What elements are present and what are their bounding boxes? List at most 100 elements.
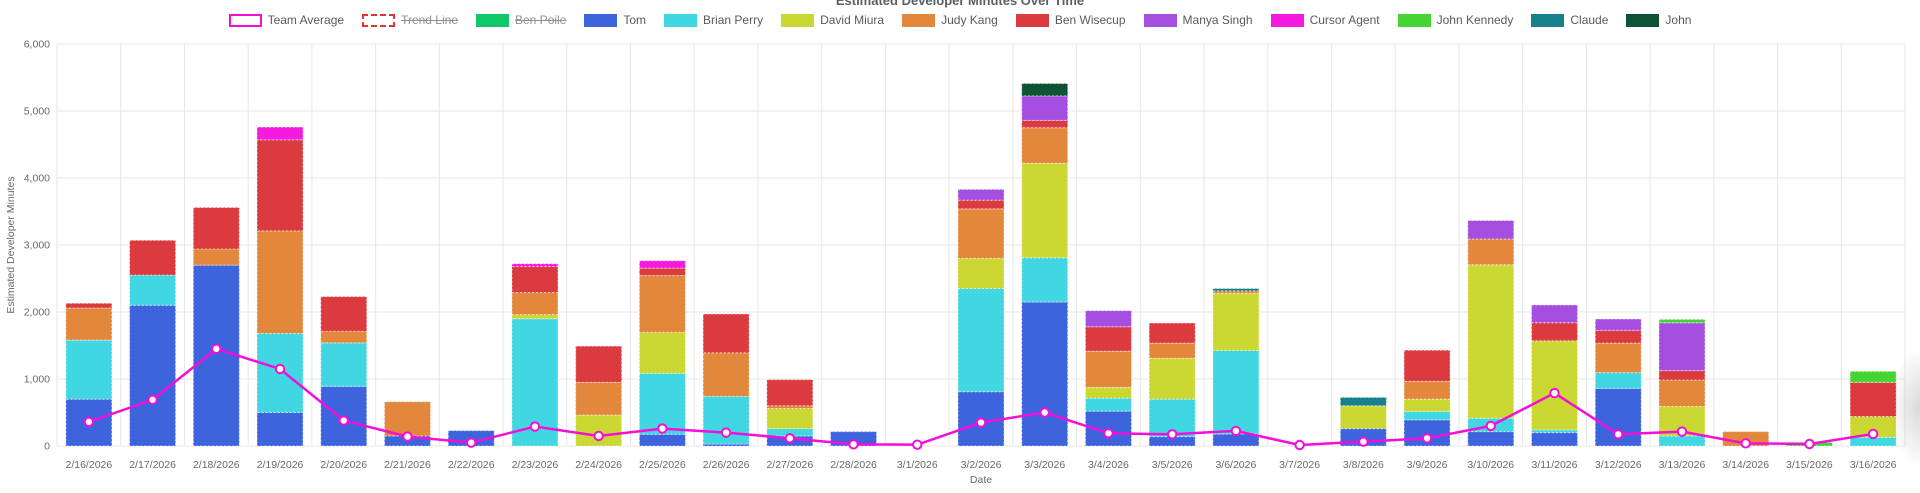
bar-segment-david-miura[interactable] bbox=[1531, 340, 1579, 431]
team-average-point[interactable] bbox=[1039, 407, 1050, 418]
bar-segment-tom[interactable] bbox=[638, 433, 686, 447]
bar-segment-judy-kang[interactable] bbox=[957, 208, 1005, 259]
bar-segment-david-miura[interactable] bbox=[1403, 398, 1451, 412]
bar-segment-ben-wisecup[interactable] bbox=[320, 296, 368, 332]
bar-segment-judy-kang[interactable] bbox=[1212, 290, 1260, 294]
bar-segment-judy-kang[interactable] bbox=[1658, 379, 1706, 407]
team-average-point[interactable] bbox=[1103, 428, 1114, 439]
bar-segment-cursor-agent[interactable] bbox=[511, 263, 559, 267]
bar-segment-tom[interactable] bbox=[702, 443, 750, 447]
team-average-point[interactable] bbox=[848, 439, 859, 450]
bar-segment-david-miura[interactable] bbox=[766, 407, 814, 430]
team-average-point[interactable] bbox=[1358, 436, 1369, 447]
bar-segment-ben-wisecup[interactable] bbox=[1658, 370, 1706, 381]
bar-segment-judy-kang[interactable] bbox=[65, 307, 113, 341]
bar-segment-tom[interactable] bbox=[1467, 431, 1515, 447]
bar-segment-ben-wisecup[interactable] bbox=[256, 139, 304, 232]
legend-item-claude[interactable]: Claude bbox=[1531, 13, 1608, 27]
team-average-point[interactable] bbox=[211, 343, 222, 355]
bar-segment-judy-kang[interactable] bbox=[1594, 342, 1642, 374]
legend-item-john-kennedy[interactable]: John Kennedy bbox=[1397, 13, 1513, 27]
bar-segment-judy-kang[interactable] bbox=[766, 405, 814, 409]
legend-item-judy-kang[interactable]: Judy Kang bbox=[902, 13, 998, 27]
bar-segment-john[interactable] bbox=[1021, 83, 1069, 97]
bar-segment-ben-wisecup[interactable] bbox=[1849, 381, 1897, 418]
bar-segment-ben-wisecup[interactable] bbox=[511, 265, 559, 294]
bar-segment-tom[interactable] bbox=[1021, 301, 1069, 447]
bar-segment-tom[interactable] bbox=[192, 264, 240, 447]
team-average-point[interactable] bbox=[466, 437, 477, 448]
bar-segment-claude[interactable] bbox=[1212, 288, 1260, 292]
bar-segment-brian-perry[interactable] bbox=[65, 339, 113, 400]
bar-segment-tom[interactable] bbox=[1531, 432, 1579, 447]
team-average-point[interactable] bbox=[593, 430, 604, 442]
team-average-point[interactable] bbox=[1613, 429, 1624, 440]
bar-segment-ben-wisecup[interactable] bbox=[957, 199, 1005, 210]
bar-segment-ben-wisecup[interactable] bbox=[65, 302, 113, 309]
bar-segment-manya-singh[interactable] bbox=[1658, 322, 1706, 372]
team-average-point[interactable] bbox=[1485, 420, 1496, 432]
bar-segment-judy-kang[interactable] bbox=[192, 248, 240, 266]
bar-segment-judy-kang[interactable] bbox=[256, 230, 304, 334]
bar-segment-ben-wisecup[interactable] bbox=[192, 206, 240, 250]
bar-segment-ben-wisecup[interactable] bbox=[1021, 119, 1069, 129]
team-average-point[interactable] bbox=[1549, 387, 1560, 399]
bar-segment-judy-kang[interactable] bbox=[638, 274, 686, 333]
legend-item-manya-singh[interactable]: Manya Singh bbox=[1143, 13, 1253, 27]
bar-segment-brian-perry[interactable] bbox=[1849, 436, 1897, 447]
team-average-point[interactable] bbox=[1867, 428, 1879, 440]
bar-segment-tom[interactable] bbox=[1148, 436, 1196, 447]
team-average-point[interactable] bbox=[1804, 438, 1815, 450]
bar-segment-manya-singh[interactable] bbox=[957, 188, 1005, 201]
bar-segment-judy-kang[interactable] bbox=[511, 292, 559, 316]
bar-segment-tom[interactable] bbox=[129, 304, 177, 447]
team-average-point[interactable] bbox=[338, 415, 349, 426]
bar-segment-judy-kang[interactable] bbox=[575, 381, 623, 416]
bar-segment-judy-kang[interactable] bbox=[320, 330, 368, 344]
bar-segment-david-miura[interactable] bbox=[1467, 264, 1515, 419]
team-average-point[interactable] bbox=[1166, 429, 1178, 440]
bar-segment-david-miura[interactable] bbox=[1021, 162, 1069, 259]
legend-item-brian-perry[interactable]: Brian Perry bbox=[664, 13, 763, 27]
bar-segment-tom[interactable] bbox=[256, 412, 304, 447]
bar-segment-cursor-agent[interactable] bbox=[256, 126, 304, 141]
bar-segment-judy-kang[interactable] bbox=[1467, 238, 1515, 266]
bar-segment-brian-perry[interactable] bbox=[1021, 257, 1069, 303]
team-average-point[interactable] bbox=[720, 427, 732, 438]
bar-segment-judy-kang[interactable] bbox=[1403, 380, 1451, 400]
team-average-point[interactable] bbox=[1740, 438, 1751, 449]
bar-segment-ben-wisecup[interactable] bbox=[638, 267, 686, 276]
bar-segment-manya-singh[interactable] bbox=[1594, 318, 1642, 331]
bar-segment-david-miura[interactable] bbox=[511, 314, 559, 320]
bar-segment-judy-kang[interactable] bbox=[1021, 127, 1069, 164]
team-average-point[interactable] bbox=[1421, 433, 1433, 444]
bar-segment-john-kennedy[interactable] bbox=[1658, 318, 1706, 324]
bar-segment-brian-perry[interactable] bbox=[1531, 429, 1579, 434]
bar-segment-claude[interactable] bbox=[1339, 396, 1387, 407]
bar-segment-brian-perry[interactable] bbox=[1212, 350, 1260, 435]
bar-segment-brian-perry[interactable] bbox=[1594, 372, 1642, 389]
team-average-point[interactable] bbox=[657, 423, 668, 434]
bar-segment-ben-wisecup[interactable] bbox=[575, 345, 623, 383]
legend-item-team-average[interactable]: Team Average bbox=[228, 13, 344, 27]
bar-segment-manya-singh[interactable] bbox=[1467, 220, 1515, 240]
legend-item-ben-poile[interactable]: Ben Poile bbox=[476, 13, 566, 27]
bar-segment-ben-wisecup[interactable] bbox=[766, 379, 814, 407]
bar-segment-david-miura[interactable] bbox=[638, 331, 686, 374]
legend-item-trend-line[interactable]: Trend Line bbox=[362, 13, 458, 27]
bar-segment-judy-kang[interactable] bbox=[1084, 350, 1132, 388]
bar-segment-judy-kang[interactable] bbox=[1148, 342, 1196, 359]
team-average-point[interactable] bbox=[1294, 439, 1305, 451]
bar-segment-judy-kang[interactable] bbox=[383, 401, 431, 437]
bar-segment-cursor-agent[interactable] bbox=[638, 260, 686, 269]
bar-segment-manya-singh[interactable] bbox=[1084, 310, 1132, 328]
bar-segment-brian-perry[interactable] bbox=[320, 342, 368, 387]
bar-segment-david-miura[interactable] bbox=[1084, 386, 1132, 399]
team-average-point[interactable] bbox=[1676, 426, 1688, 437]
bar-segment-ben-wisecup[interactable] bbox=[1531, 322, 1579, 342]
bar-segment-brian-perry[interactable] bbox=[1084, 397, 1132, 412]
bar-segment-ben-wisecup[interactable] bbox=[1403, 349, 1451, 382]
bar-segment-david-miura[interactable] bbox=[1339, 405, 1387, 430]
legend-item-john[interactable]: John bbox=[1626, 13, 1691, 27]
bar-segment-tom[interactable] bbox=[1212, 433, 1260, 447]
